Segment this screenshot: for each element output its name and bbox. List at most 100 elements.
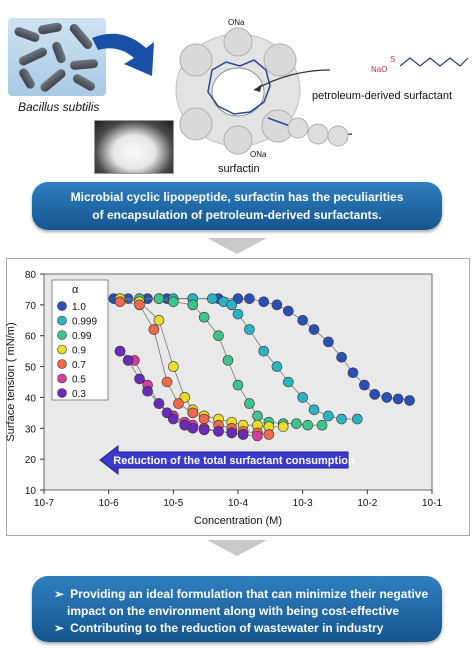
benefits-banner: ➢ Providing an ideal formulation that can… — [32, 576, 442, 642]
data-point — [244, 324, 255, 335]
legend-marker — [57, 373, 67, 384]
legend-title: α — [72, 284, 79, 296]
data-point — [161, 376, 173, 388]
y-tick-label: 10 — [25, 486, 37, 497]
legend-label: 0.3 — [72, 389, 86, 400]
data-point — [168, 413, 179, 425]
data-point — [198, 311, 210, 323]
data-point — [271, 361, 283, 372]
data-point — [308, 404, 320, 416]
surfactin-label: surfactin — [218, 163, 260, 175]
benefit-item-1: ➢ Providing an ideal formulation that can… — [54, 587, 429, 601]
data-point — [283, 305, 294, 317]
data-point — [153, 293, 165, 304]
legend-label: 0.9 — [72, 346, 86, 357]
series-line — [120, 298, 323, 426]
data-point — [173, 398, 184, 409]
surface-tension-chart: 10 20 30 40 50 60 70 80 10-7 10-6 10-5 10-4 10-3 10-2… — [5, 270, 442, 527]
y-tick-label: 60 — [25, 332, 37, 343]
data-point — [404, 395, 415, 406]
legend-label: 1.0 — [72, 302, 86, 313]
x-tick-label: 10-3 — [293, 498, 313, 509]
data-point — [153, 314, 165, 326]
svg-text:S: S — [390, 55, 395, 64]
data-point — [347, 367, 359, 379]
data-point — [148, 324, 160, 335]
banner-line-2: of encapsulation of petroleum-derived su… — [92, 208, 382, 222]
powder-image — [94, 120, 174, 174]
x-tick-label: 10-5 — [163, 498, 183, 509]
petroleum-surfactant-structure: NaO S — [371, 55, 469, 74]
x-tick-label: 10-7 — [34, 498, 54, 509]
data-point — [252, 430, 263, 442]
y-tick-label: 50 — [25, 363, 37, 374]
petroleum-surfactant-label: petroleum-derived surfactant — [312, 90, 453, 102]
data-point — [244, 398, 255, 409]
x-tick-label: 10-4 — [228, 498, 248, 509]
data-point — [263, 429, 275, 440]
data-point — [258, 345, 270, 357]
reduction-annotation: Reduction of the total surfactant consum… — [113, 455, 355, 467]
benefit-item-1-cont: impact on the environment along with bei… — [67, 604, 400, 618]
legend-marker — [57, 344, 67, 355]
y-tick-label: 20 — [25, 455, 37, 466]
data-point — [226, 299, 238, 311]
data-point — [142, 385, 153, 397]
x-tick-label: 10-2 — [357, 498, 377, 509]
reduction-arrow-icon — [99, 444, 349, 476]
data-point — [271, 299, 283, 311]
data-point — [244, 293, 255, 304]
nao-text: NaO — [371, 65, 387, 74]
y-tick-label: 40 — [25, 393, 37, 404]
data-point — [352, 413, 363, 425]
data-point — [258, 296, 270, 308]
data-point — [222, 355, 234, 366]
data-point — [369, 389, 381, 400]
legend-label: 0.5 — [72, 375, 86, 386]
data-point — [187, 299, 199, 311]
data-point — [323, 410, 334, 422]
data-point — [302, 419, 314, 431]
y-tick-label: 80 — [25, 270, 37, 281]
legend-marker — [57, 359, 67, 369]
top-illustration: NaO S — [92, 27, 469, 155]
data-point — [297, 314, 308, 326]
legend-marker — [57, 330, 67, 340]
data-point — [316, 419, 328, 431]
data-point — [336, 352, 347, 363]
legend-marker — [57, 301, 67, 311]
data-point — [252, 410, 263, 422]
data-point — [198, 413, 210, 425]
banner-line-1: Microbial cyclic lipopeptide, surfactin … — [70, 190, 404, 204]
data-point — [114, 296, 126, 308]
legend-label: 0.999 — [72, 317, 97, 328]
data-point — [226, 427, 238, 439]
data-point — [134, 299, 145, 311]
data-point — [277, 421, 289, 433]
down-arrow-2 — [207, 540, 267, 556]
down-arrow-1 — [207, 238, 267, 254]
data-point — [237, 429, 249, 440]
data-point — [134, 373, 145, 385]
data-point — [187, 422, 199, 434]
data-point — [381, 392, 393, 403]
surfactin-molecule — [175, 27, 353, 155]
data-point — [283, 376, 294, 388]
data-point — [114, 345, 126, 357]
legend-marker — [57, 388, 67, 398]
y-tick-label: 70 — [25, 301, 37, 312]
x-tick-label: 10-1 — [422, 498, 442, 509]
data-point — [232, 308, 244, 320]
data-point — [122, 355, 134, 366]
legend-label: 0.99 — [72, 331, 92, 342]
data-point — [168, 361, 179, 372]
data-point — [198, 424, 210, 436]
data-point — [392, 393, 404, 405]
data-point — [213, 330, 224, 342]
x-tick-label: 10-6 — [99, 498, 119, 509]
data-point — [291, 418, 302, 429]
bacteria-image — [8, 18, 106, 96]
data-point — [168, 296, 179, 308]
ona-bottom-label: ONa — [250, 150, 267, 159]
data-point — [213, 426, 224, 437]
